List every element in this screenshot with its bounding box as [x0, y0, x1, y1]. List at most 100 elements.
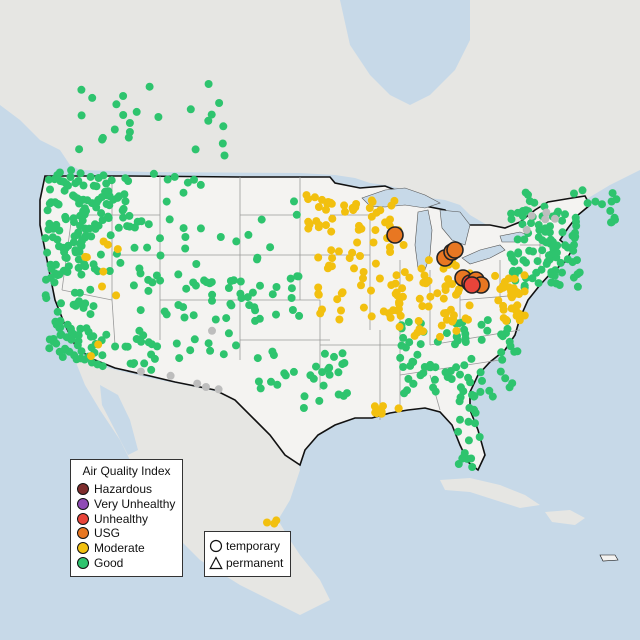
monitor-dot[interactable] — [460, 325, 469, 334]
monitor-dot[interactable] — [202, 383, 210, 391]
monitor-dot[interactable] — [70, 351, 79, 360]
monitor-dot[interactable] — [47, 264, 56, 273]
monitor-dot[interactable] — [556, 258, 565, 267]
monitor-dot[interactable] — [345, 254, 354, 263]
monitor-dot[interactable] — [524, 190, 532, 199]
monitor-dot[interactable] — [96, 250, 105, 259]
monitor-dot[interactable] — [104, 212, 112, 221]
monitor-dot[interactable] — [150, 354, 159, 363]
monitor-dot[interactable] — [77, 347, 86, 356]
monitor-dot[interactable] — [483, 316, 492, 325]
monitor-dot[interactable] — [439, 294, 448, 303]
monitor-dot[interactable] — [520, 281, 529, 290]
monitor-dot[interactable] — [253, 255, 261, 264]
monitor-dot[interactable] — [99, 171, 108, 180]
monitor-dot[interactable] — [369, 238, 378, 247]
monitor-dot[interactable] — [180, 313, 189, 322]
monitor-dot[interactable] — [395, 322, 404, 331]
monitor-dot[interactable] — [224, 329, 233, 338]
monitor-dot[interactable] — [506, 342, 515, 351]
monitor-dot[interactable] — [236, 289, 245, 298]
monitor-dot[interactable] — [254, 377, 263, 386]
monitor-dot[interactable] — [162, 197, 171, 206]
monitor-dot[interactable] — [409, 379, 418, 388]
monitor-dot[interactable] — [42, 294, 51, 303]
monitor-dot[interactable] — [268, 290, 277, 299]
monitor-dot[interactable] — [314, 253, 323, 262]
monitor-dot[interactable] — [49, 224, 58, 233]
monitor-dot[interactable] — [550, 271, 559, 280]
monitor-dot[interactable] — [413, 350, 422, 359]
monitor-dot[interactable] — [299, 404, 308, 412]
monitor-dot[interactable] — [476, 368, 485, 377]
monitor-dot[interactable] — [513, 347, 522, 356]
monitor-dot[interactable] — [470, 392, 479, 400]
monitor-dot[interactable] — [456, 415, 464, 424]
monitor-dot[interactable] — [74, 337, 83, 346]
monitor-dot[interactable] — [79, 207, 88, 216]
monitor-dot[interactable] — [497, 348, 506, 357]
monitor-dot[interactable] — [256, 281, 264, 290]
monitor-dot[interactable] — [488, 392, 497, 401]
monitor-dot[interactable] — [404, 318, 413, 326]
monitor-dot[interactable] — [520, 235, 529, 244]
monitor-dot[interactable] — [160, 307, 169, 316]
monitor-dot[interactable] — [477, 335, 486, 344]
monitor-dot[interactable] — [465, 301, 474, 310]
monitor-dot[interactable] — [542, 259, 551, 268]
monitor-dot[interactable] — [300, 392, 309, 401]
monitor-dot[interactable] — [401, 343, 410, 352]
monitor-dot[interactable] — [550, 241, 559, 249]
monitor-dot[interactable] — [454, 427, 463, 436]
monitor-dot[interactable] — [494, 296, 503, 305]
monitor-dot[interactable] — [189, 311, 198, 320]
monitor-dot[interactable] — [304, 195, 313, 204]
monitor-dot[interactable] — [136, 367, 145, 376]
monitor-dot[interactable] — [467, 454, 476, 463]
monitor-dot[interactable] — [130, 243, 139, 252]
monitor-dot[interactable] — [55, 347, 64, 356]
monitor-dot[interactable] — [452, 290, 460, 299]
monitor-dot[interactable] — [506, 250, 515, 259]
monitor-dot[interactable] — [92, 182, 101, 191]
monitor-dot[interactable] — [477, 320, 486, 329]
monitor-dot[interactable] — [509, 290, 518, 299]
monitor-dot[interactable] — [359, 268, 368, 276]
monitor-dot[interactable] — [98, 133, 107, 142]
monitor-dot[interactable] — [89, 302, 98, 311]
monitor-dot[interactable] — [498, 282, 507, 291]
monitor-dot[interactable] — [314, 283, 323, 292]
monitor-dot[interactable] — [350, 264, 358, 273]
monitor-dot[interactable] — [314, 290, 323, 299]
monitor-dot[interactable] — [76, 354, 85, 363]
monitor-dot[interactable] — [558, 228, 567, 237]
monitor-dot[interactable] — [513, 235, 522, 244]
monitor-dot[interactable] — [119, 213, 128, 222]
monitor-dot[interactable] — [322, 205, 330, 214]
monitor-marker-large[interactable] — [446, 241, 464, 259]
monitor-dot[interactable] — [64, 181, 72, 190]
monitor-dot[interactable] — [62, 254, 71, 262]
monitor-dot[interactable] — [325, 370, 334, 379]
monitor-dot[interactable] — [216, 233, 225, 241]
monitor-dot[interactable] — [86, 172, 95, 181]
monitor-dot[interactable] — [354, 225, 363, 234]
monitor-dot[interactable] — [154, 113, 163, 121]
monitor-dot[interactable] — [190, 335, 199, 344]
monitor-dot[interactable] — [179, 188, 188, 197]
monitor-dot[interactable] — [207, 110, 216, 119]
monitor-dot[interactable] — [542, 238, 551, 247]
monitor-dot[interactable] — [166, 371, 175, 380]
monitor-dot[interactable] — [337, 306, 345, 315]
monitor-dot[interactable] — [441, 368, 450, 377]
monitor-dot[interactable] — [71, 179, 80, 188]
monitor-dot[interactable] — [561, 241, 570, 250]
monitor-dot[interactable] — [518, 210, 527, 219]
monitor-dot[interactable] — [376, 206, 385, 215]
monitor-dot[interactable] — [57, 299, 65, 308]
monitor-dot[interactable] — [404, 374, 413, 383]
monitor-dot[interactable] — [80, 224, 89, 233]
monitor-dot[interactable] — [431, 387, 440, 396]
monitor-dot[interactable] — [186, 346, 195, 355]
monitor-dot[interactable] — [112, 100, 121, 109]
